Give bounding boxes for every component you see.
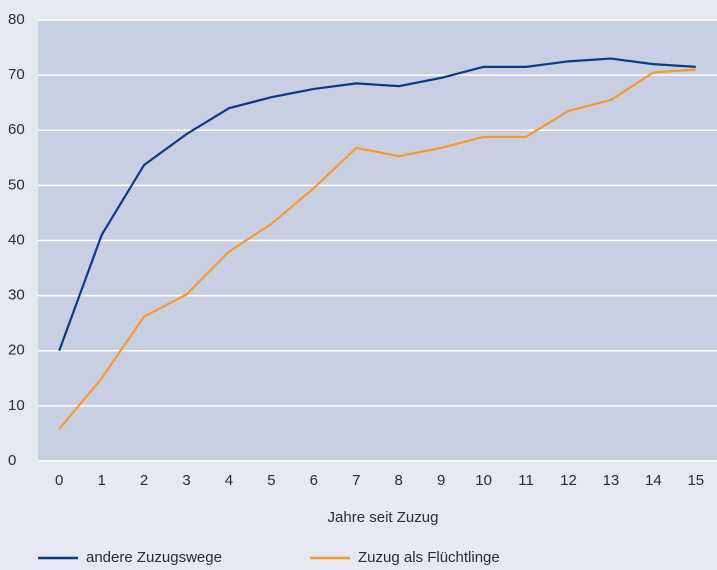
x-axis-label: Jahre seit Zuzug [328, 509, 439, 526]
y-tick-label: 40 [8, 231, 25, 248]
x-tick-label: 8 [395, 472, 403, 489]
data-line [58, 57, 696, 352]
x-tick-label: 14 [645, 472, 662, 489]
y-tick-label: 20 [8, 342, 25, 359]
y-tick-label: 10 [8, 397, 25, 414]
x-tick-label: 9 [437, 472, 445, 489]
y-tick-label: 70 [8, 66, 25, 83]
legend-label: andere Zuzugswege [86, 549, 222, 566]
x-tick-label: 1 [97, 472, 105, 489]
x-tick-label: 12 [560, 472, 577, 489]
y-tick-label: 0 [8, 452, 16, 469]
x-tick-label: 5 [267, 472, 275, 489]
x-tick-label: 6 [310, 472, 318, 489]
x-tick-label: 10 [475, 472, 492, 489]
y-tick-label: 80 [8, 11, 25, 28]
x-tick-label: 4 [225, 472, 233, 489]
x-tick-label: 7 [352, 472, 360, 489]
y-tick-label: 30 [8, 287, 25, 304]
data-line [58, 68, 696, 430]
x-tick-label: 0 [55, 472, 63, 489]
x-tick-label: 3 [182, 472, 190, 489]
x-tick-label: 2 [140, 472, 148, 489]
legend-label: Zuzug als Flüchtlinge [358, 549, 500, 566]
y-tick-label: 50 [8, 176, 25, 193]
x-tick-label: 13 [603, 472, 620, 489]
y-tick-label: 60 [8, 121, 25, 138]
x-tick-label: 11 [518, 472, 534, 489]
x-tick-label: 15 [687, 472, 704, 489]
